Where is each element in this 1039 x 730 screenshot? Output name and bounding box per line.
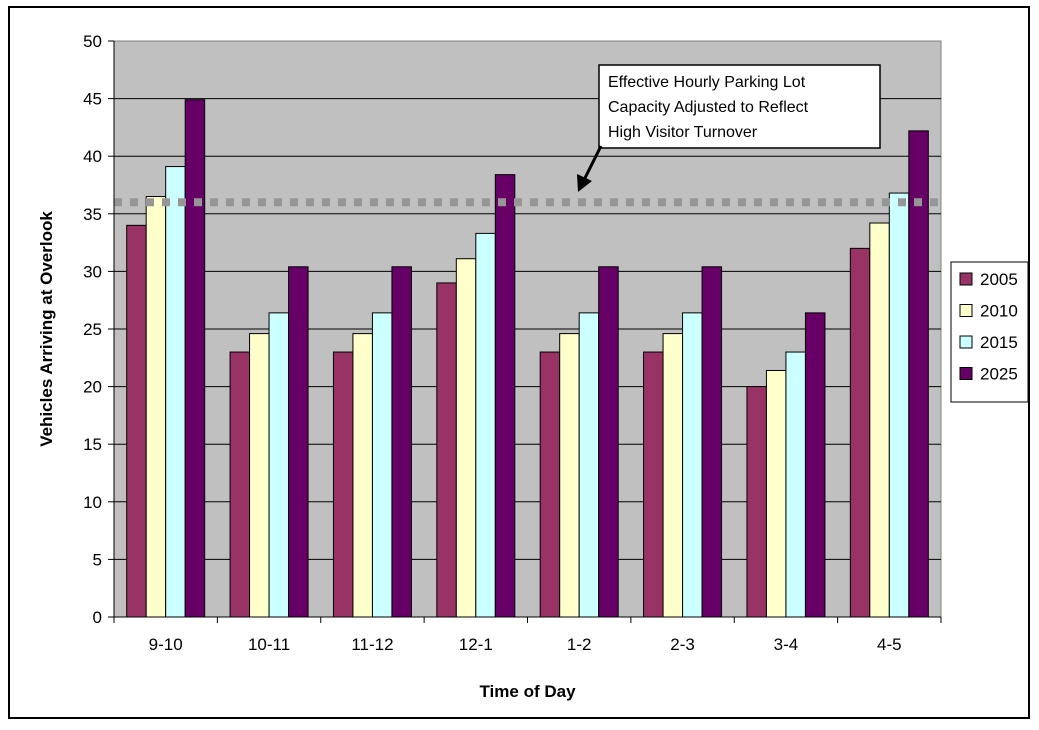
bars bbox=[126, 99, 929, 618]
bar-2005-12-1 bbox=[436, 282, 457, 618]
legend-swatch-2015 bbox=[959, 335, 973, 349]
y-tick-label: 45 bbox=[83, 90, 102, 109]
bar-2015-3-4 bbox=[785, 351, 806, 618]
bar-2015-9-10 bbox=[165, 166, 186, 618]
legend-label-2025: 2025 bbox=[980, 365, 1018, 384]
y-tick-label: 10 bbox=[83, 493, 102, 512]
bar-2010-9-10 bbox=[145, 196, 167, 618]
x-tick-labels: 9-10 10-11 11-12 12-1 1-2 2-3 3-4 4-5 bbox=[149, 635, 902, 654]
bar-2015-4-5 bbox=[888, 192, 910, 618]
bar-2005-4-5 bbox=[849, 247, 871, 618]
bar-2010-1-2 bbox=[559, 333, 580, 618]
bar-2010-11-12 bbox=[352, 333, 373, 618]
y-tick-label: 0 bbox=[93, 608, 102, 627]
y-tick-label: 15 bbox=[83, 435, 102, 454]
y-tick-label: 30 bbox=[83, 262, 102, 281]
bar-2015-12-1 bbox=[475, 232, 496, 618]
bar-2025-12-1 bbox=[494, 174, 516, 618]
y-tick-label: 5 bbox=[93, 550, 102, 569]
x-tick-label: 9-10 bbox=[149, 635, 183, 654]
bar-2005-1-2 bbox=[539, 351, 561, 618]
bar-2025-11-12 bbox=[391, 266, 412, 618]
y-tick-label: 50 bbox=[83, 32, 102, 51]
bar-2025-3-4 bbox=[804, 312, 826, 618]
y-axis-title: Vehicles Arriving at Overlook bbox=[37, 211, 56, 447]
x-tick-label: 4-5 bbox=[877, 635, 902, 654]
bar-2015-10-11 bbox=[268, 312, 290, 618]
bar-2025-9-10 bbox=[184, 99, 206, 618]
annotation-text-line: Capacity Adjusted to Reflect bbox=[608, 99, 809, 116]
legend-label-2005: 2005 bbox=[980, 270, 1018, 289]
y-tick-label: 20 bbox=[83, 378, 102, 397]
bar-2005-10-11 bbox=[229, 351, 251, 618]
x-tick-label: 10-11 bbox=[248, 635, 290, 654]
bar-2015-2-3 bbox=[682, 312, 703, 618]
annotation-text-line: Effective Hourly Parking Lot bbox=[608, 74, 806, 91]
annotation-arrow-head bbox=[577, 174, 592, 192]
x-tick-label: 12-1 bbox=[459, 635, 493, 654]
x-axis-title: Time of Day bbox=[479, 682, 576, 701]
legend: 2005 2010 2015 2025 bbox=[950, 261, 1029, 403]
bar-2015-11-12 bbox=[371, 312, 393, 618]
legend-swatch-2005 bbox=[959, 272, 973, 286]
bar-2005-9-10 bbox=[126, 224, 147, 618]
y-tick-label: 25 bbox=[83, 320, 102, 339]
bar-2010-3-4 bbox=[765, 369, 787, 618]
bar-2010-12-1 bbox=[455, 258, 477, 618]
bar-2010-2-3 bbox=[662, 333, 684, 618]
x-tick-label: 1-2 bbox=[567, 635, 592, 654]
x-tick-label: 2-3 bbox=[670, 635, 695, 654]
annotation-text-line: High Visitor Turnover bbox=[608, 124, 758, 141]
x-tick-label: 11-12 bbox=[351, 635, 393, 654]
bar-2015-1-2 bbox=[578, 312, 600, 618]
legend-swatch-2025 bbox=[959, 367, 973, 380]
bar-2005-11-12 bbox=[332, 351, 354, 618]
y-tick-labels: 0 5 10 15 20 25 30 35 40 45 50 bbox=[83, 32, 102, 627]
annotation-arrow-shaft bbox=[582, 145, 603, 181]
annotation: Effective Hourly Parking Lot Capacity Adj… bbox=[577, 64, 881, 192]
bar-2010-10-11 bbox=[249, 333, 270, 618]
legend-swatch-2010 bbox=[959, 304, 973, 317]
bar-2025-10-11 bbox=[288, 266, 309, 618]
bar-2025-2-3 bbox=[701, 266, 723, 618]
x-tick-label: 3-4 bbox=[774, 635, 799, 654]
bar-2005-3-4 bbox=[746, 386, 767, 618]
y-tick-label: 40 bbox=[83, 147, 102, 166]
annotation-box bbox=[598, 64, 881, 149]
bar-2025-1-2 bbox=[598, 266, 619, 618]
axes bbox=[108, 40, 942, 623]
legend-label-2010: 2010 bbox=[980, 302, 1018, 321]
legend-label-2015: 2015 bbox=[980, 333, 1018, 352]
y-tick-label: 35 bbox=[83, 205, 102, 224]
bar-2005-2-3 bbox=[643, 351, 664, 618]
bar-2010-4-5 bbox=[869, 222, 890, 618]
